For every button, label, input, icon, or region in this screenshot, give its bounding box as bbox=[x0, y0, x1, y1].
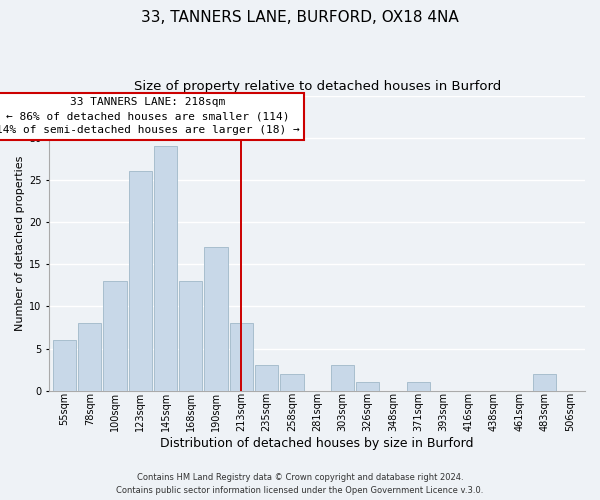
Bar bbox=[356, 382, 379, 390]
Bar bbox=[78, 323, 101, 390]
Bar bbox=[154, 146, 177, 390]
Bar bbox=[205, 248, 228, 390]
Bar bbox=[407, 382, 430, 390]
Bar bbox=[255, 366, 278, 390]
Text: 33, TANNERS LANE, BURFORD, OX18 4NA: 33, TANNERS LANE, BURFORD, OX18 4NA bbox=[141, 10, 459, 25]
Bar bbox=[280, 374, 304, 390]
Y-axis label: Number of detached properties: Number of detached properties bbox=[15, 156, 25, 331]
Bar bbox=[103, 281, 127, 390]
Title: Size of property relative to detached houses in Burford: Size of property relative to detached ho… bbox=[134, 80, 501, 93]
Text: Contains HM Land Registry data © Crown copyright and database right 2024.
Contai: Contains HM Land Registry data © Crown c… bbox=[116, 474, 484, 495]
Text: 33 TANNERS LANE: 218sqm
← 86% of detached houses are smaller (114)
14% of semi-d: 33 TANNERS LANE: 218sqm ← 86% of detache… bbox=[0, 97, 300, 135]
Bar bbox=[533, 374, 556, 390]
Bar bbox=[179, 281, 202, 390]
Bar bbox=[53, 340, 76, 390]
Bar bbox=[331, 366, 354, 390]
Bar bbox=[128, 172, 152, 390]
X-axis label: Distribution of detached houses by size in Burford: Distribution of detached houses by size … bbox=[160, 437, 474, 450]
Bar bbox=[230, 323, 253, 390]
